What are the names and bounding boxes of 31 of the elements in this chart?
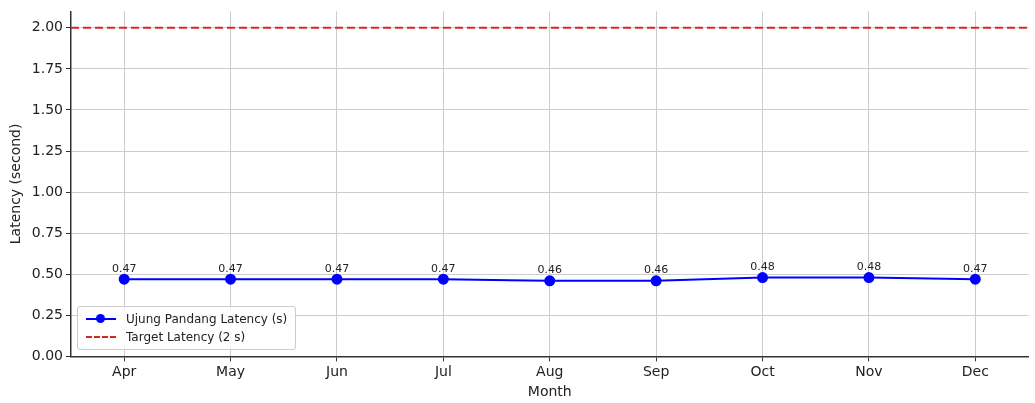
- y-tick-label: 0.50: [31, 264, 63, 281]
- y-tick-label: 0.75: [31, 223, 63, 240]
- data-label: 0.47: [324, 261, 350, 275]
- x-tick-label: Nov: [855, 363, 883, 380]
- data-label: 0.48: [750, 259, 775, 273]
- x-tick-label: Aug: [536, 363, 564, 380]
- y-axis-title: Latency (second): [7, 123, 24, 245]
- x-tick-label: Oct: [750, 363, 776, 380]
- y-tick-label: 1.75: [31, 59, 63, 76]
- data-label: 0.47: [218, 261, 243, 275]
- y-tick-label: 0.00: [31, 347, 63, 364]
- y-tick-label: 2.00: [31, 18, 63, 35]
- y-tick-label: 1.25: [31, 141, 63, 158]
- data-label: 0.46: [537, 263, 562, 277]
- x-tick-label: May: [216, 363, 246, 380]
- x-tick-label: Jul: [433, 363, 452, 380]
- x-axis-title: Month: [527, 383, 572, 400]
- data-label: 0.48: [856, 259, 882, 273]
- data-label: 0.47: [111, 261, 137, 275]
- data-label: 0.47: [431, 261, 456, 275]
- x-tick-label: Jun: [325, 363, 348, 380]
- data-label: 0.46: [643, 263, 669, 277]
- y-tick-label: 0.25: [31, 305, 63, 322]
- legend-label: Target Latency (2 s): [125, 330, 246, 345]
- legend-label: Ujung Pandang Latency (s): [125, 312, 288, 327]
- x-tick-label: Dec: [961, 363, 989, 380]
- y-tick-label: 1.50: [31, 100, 63, 117]
- x-tick-label: Sep: [642, 363, 670, 380]
- data-label: 0.47: [963, 261, 988, 275]
- y-tick-label: 1.00: [31, 182, 63, 199]
- x-tick-label: Apr: [112, 363, 137, 380]
